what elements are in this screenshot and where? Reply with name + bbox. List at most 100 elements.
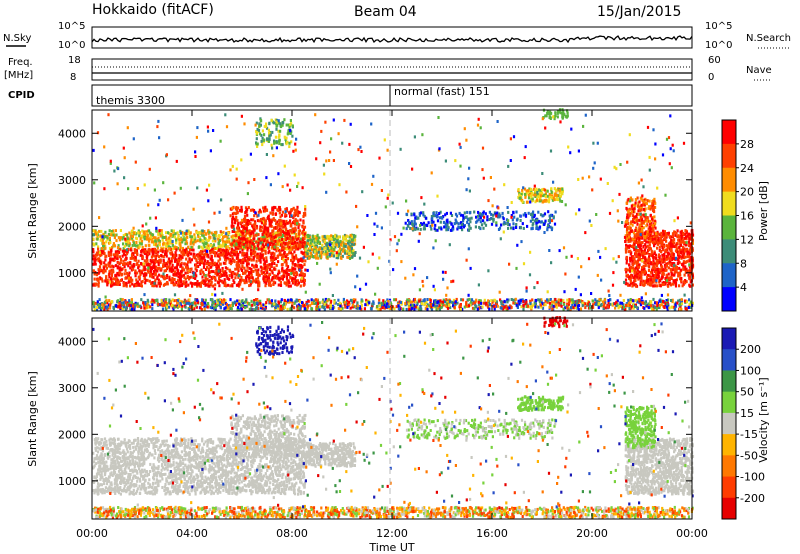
power-cell [112, 270, 115, 274]
power-cell [623, 307, 626, 311]
power-cell [171, 303, 174, 307]
power-cell [454, 300, 457, 304]
power-cell [277, 272, 280, 276]
power-cell [302, 243, 305, 247]
power-cell [181, 230, 184, 234]
power-cell [337, 298, 340, 302]
power-cell [111, 245, 114, 249]
power-cell [207, 247, 211, 250]
power-cell [539, 303, 542, 307]
power-cell [462, 225, 465, 229]
power-cell [262, 230, 265, 234]
power-cell [249, 283, 252, 287]
power-cell [248, 237, 251, 241]
power-cell [531, 227, 534, 230]
power-cell [103, 252, 106, 256]
power-cell [148, 252, 151, 256]
power-cell [237, 234, 240, 238]
power-cell [237, 242, 240, 245]
power-cell [143, 303, 146, 307]
power-cell [284, 242, 287, 246]
power-cell [203, 253, 206, 257]
power-cell [292, 259, 295, 263]
power-cell [300, 250, 303, 254]
date-title: 15/Jan/2015 [597, 4, 681, 20]
power-cell [166, 249, 169, 253]
power-cell [103, 261, 106, 265]
power-cell [192, 252, 195, 256]
power-cell [122, 307, 125, 311]
power-cell [279, 208, 282, 212]
power-cell [455, 297, 458, 301]
power-cell [213, 307, 216, 310]
power-cell [230, 272, 233, 276]
power-cell [512, 301, 515, 305]
power-cell [468, 211, 472, 215]
power-cell [377, 308, 380, 312]
power-cell [282, 233, 285, 237]
power-cell [226, 277, 229, 281]
power-cell [475, 215, 478, 219]
power-cell [164, 300, 167, 304]
power-cell [186, 267, 189, 271]
power-cell [224, 250, 227, 254]
power-cell [508, 306, 511, 310]
power-cell [224, 258, 227, 261]
power-cell [203, 245, 206, 249]
nsky-tick-top-right: 10^5 [705, 21, 732, 32]
power-cell [114, 252, 117, 256]
power-cell [561, 187, 564, 191]
power-cell [268, 217, 271, 221]
power-cell [319, 305, 322, 309]
power-cell [330, 306, 333, 310]
power-cell [184, 305, 187, 309]
power-cell [285, 277, 289, 281]
power-cell [96, 307, 99, 311]
power-cell [268, 273, 272, 277]
power-cell [198, 251, 201, 255]
power-cell [461, 298, 465, 302]
power-cell [188, 251, 191, 255]
power-cell [97, 259, 100, 263]
power-cell [303, 246, 306, 250]
power-cell [315, 304, 318, 308]
power-cell [216, 301, 220, 305]
power-cell [490, 299, 493, 303]
power-cell [591, 303, 595, 307]
power-cell [553, 198, 556, 202]
power-cell [302, 227, 305, 231]
power-cell [228, 277, 231, 281]
power-cell [181, 255, 184, 259]
power-cell [247, 206, 250, 210]
power-cell [128, 244, 131, 248]
power-cell [180, 257, 183, 261]
power-cell [115, 304, 118, 308]
power-cell [419, 227, 422, 231]
power-cell [330, 299, 333, 303]
power-cell [426, 303, 429, 307]
power-cell [412, 225, 415, 228]
power-cell [94, 230, 97, 234]
power-cell [470, 216, 473, 220]
power-cell [481, 305, 484, 309]
power-cell [210, 269, 213, 273]
power-cell [295, 238, 298, 242]
power-cell [459, 308, 462, 311]
power-cell [607, 301, 610, 305]
power-cell [97, 247, 100, 251]
power-cell [301, 301, 304, 304]
power-cell [111, 281, 114, 285]
power-cell [138, 234, 141, 238]
power-cell [196, 298, 199, 302]
power-cell [636, 306, 639, 310]
power-cell [230, 307, 233, 311]
power-cell [434, 223, 437, 227]
power-cell [199, 284, 202, 288]
power-cell [196, 261, 199, 265]
power-cell [393, 307, 396, 311]
power-cell [223, 249, 226, 253]
power-cell [317, 256, 320, 260]
power-cell [263, 234, 266, 238]
power-cell [540, 194, 543, 198]
power-cell [253, 299, 256, 302]
